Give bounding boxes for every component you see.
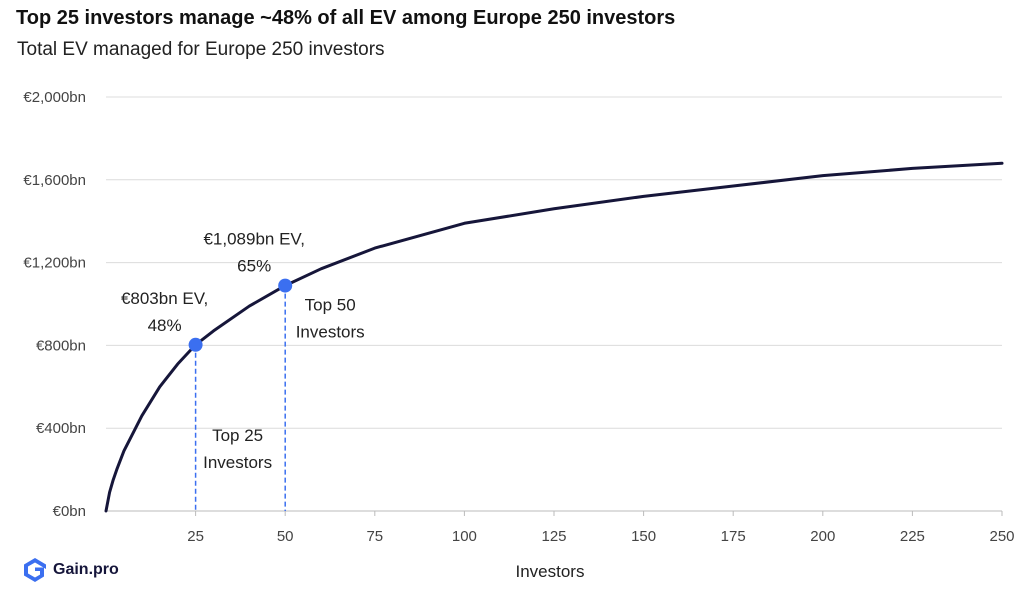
y-axis-ticks: €0bn €400bn €800bn €1,200bn €1,600bn €2,000bn xyxy=(23,89,86,520)
x-tick-label: 100 xyxy=(452,528,477,545)
y-tick-label: €400bn xyxy=(36,420,86,437)
y-tick-label: €800bn xyxy=(36,337,86,354)
brand-name: Gain.pro xyxy=(53,561,119,578)
highlight-point xyxy=(278,278,293,293)
x-tick-label: 125 xyxy=(541,528,566,545)
gridlines xyxy=(106,96,1002,512)
highlight-group-label: Investors xyxy=(296,323,365,342)
x-tick-label: 150 xyxy=(631,528,656,545)
highlight-group-label: Top 50 xyxy=(305,296,356,315)
y-tick-label: €1,200bn xyxy=(23,255,86,272)
brand-logo: Gain.pro xyxy=(22,557,119,583)
y-tick-label: €2,000bn xyxy=(23,89,86,106)
x-tick-label: 75 xyxy=(366,528,383,545)
highlight-layer: €803bn EV, 48% Top 25 Investors €1,089bn EV,… xyxy=(121,230,365,511)
highlight-group-label: Top 25 xyxy=(212,426,263,445)
x-tick-label: 25 xyxy=(187,528,204,545)
highlight-share-label: 48% xyxy=(148,316,182,335)
highlight-group-label: Investors xyxy=(203,453,272,472)
x-tick-label: 225 xyxy=(900,528,925,545)
chart-subtitle: Total EV managed for Europe 250 investor… xyxy=(17,39,385,60)
x-tick-label: 200 xyxy=(810,528,835,545)
y-tick-label: €1,600bn xyxy=(23,172,86,189)
x-axis-label: Investors xyxy=(516,562,585,581)
highlight-point xyxy=(188,337,203,352)
chart-title: Top 25 investors manage ~48% of all EV a… xyxy=(16,7,676,29)
gain-logo-icon xyxy=(24,558,46,582)
highlight-share-label: 65% xyxy=(237,257,271,276)
y-tick-label: €0bn xyxy=(53,503,86,520)
series-line xyxy=(104,161,1004,513)
x-tick-label: 250 xyxy=(989,528,1014,545)
highlight-value-label: €803bn EV, xyxy=(121,289,208,308)
highlight-value-label: €1,089bn EV, xyxy=(203,230,304,249)
x-tick-label: 50 xyxy=(277,528,294,545)
x-axis-ticks: 25 50 75 100 125 150 175 200 225 250 xyxy=(187,511,1015,545)
series-layer xyxy=(104,161,1004,513)
x-tick-label: 175 xyxy=(721,528,746,545)
